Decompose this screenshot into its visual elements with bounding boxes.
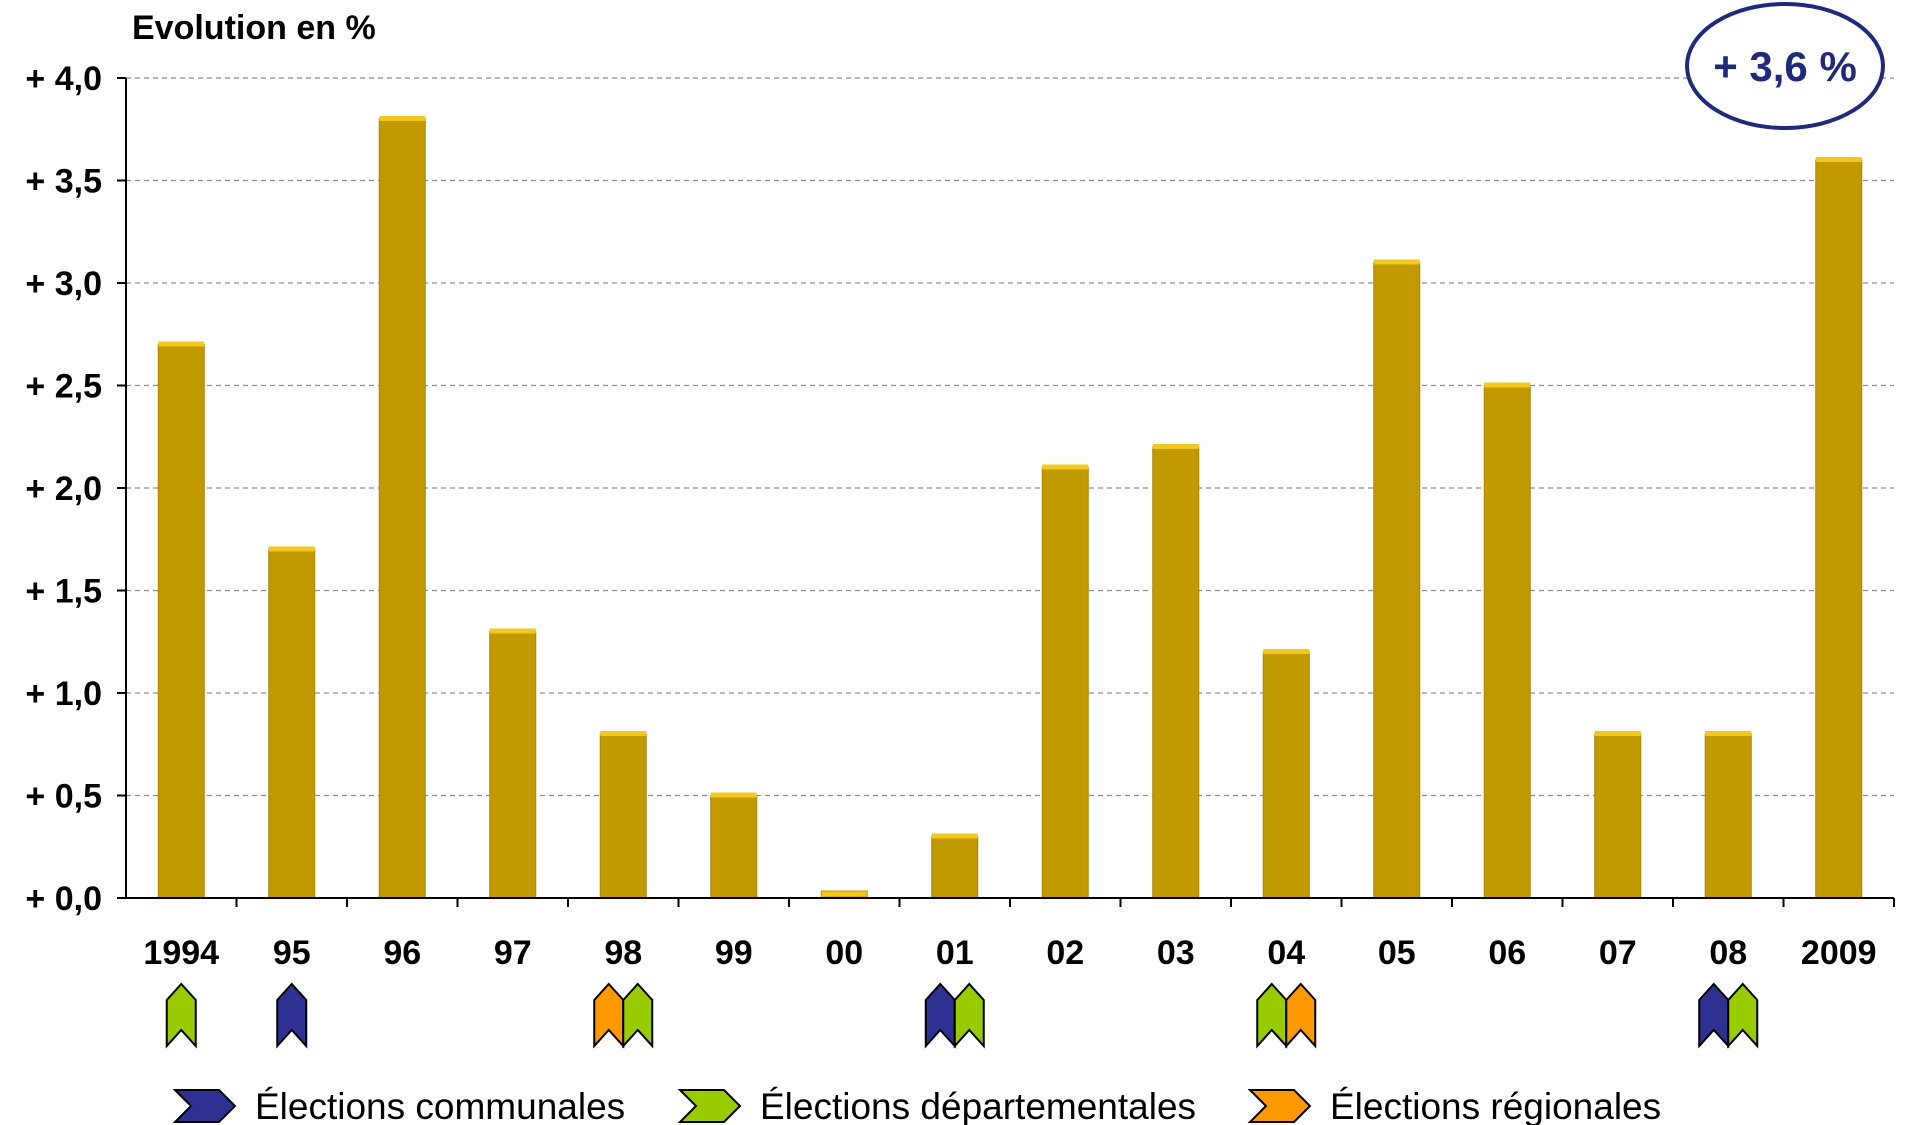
election-marker-communales xyxy=(1698,982,1730,1049)
election-marker-departementales xyxy=(1256,982,1288,1049)
y-tick-label: + 2,0 xyxy=(25,470,102,508)
x-tick-label: 02 xyxy=(1046,934,1084,972)
bar xyxy=(1152,444,1200,899)
legend-item-departementales: Élections départementales xyxy=(677,1086,1196,1125)
bar xyxy=(1041,464,1089,899)
x-tick-labels: 1994 95 96 97 98 99 00 01 02 03 04 05 06 07 08 2009 xyxy=(143,934,1876,972)
election-marker-departementales xyxy=(1727,982,1759,1049)
y-tick-label: + 0,5 xyxy=(25,778,102,816)
bar xyxy=(268,546,316,899)
legend-swatch xyxy=(172,1089,237,1123)
bar xyxy=(157,341,205,899)
bar xyxy=(1262,649,1310,899)
bar xyxy=(599,731,647,899)
bar xyxy=(1815,157,1863,899)
y-tick-label: + 1,0 xyxy=(25,675,102,713)
election-marker-departementales xyxy=(953,982,985,1049)
bar xyxy=(1704,731,1752,899)
x-tick-label: 95 xyxy=(273,934,311,972)
x-tick-label: 97 xyxy=(494,934,532,972)
x-tick-label: 1994 xyxy=(143,934,219,972)
election-markers xyxy=(165,982,1759,1049)
x-tick-label: 00 xyxy=(825,934,863,972)
y-tick-labels: + 0,0 + 0,5 + 1,0 + 1,5 + 2,0 + 2,5 + 3,0 + 3,5… xyxy=(25,60,102,918)
legend-label: Élections communales xyxy=(255,1086,625,1125)
legend-item-communales: Élections communales xyxy=(172,1086,625,1125)
gridlines xyxy=(126,77,1894,797)
y-tick-label: + 0,0 xyxy=(25,880,102,918)
bars xyxy=(157,116,1863,899)
election-marker-departementales xyxy=(165,982,197,1049)
x-tick-label: 96 xyxy=(383,934,421,972)
value-callout: + 3,6 % xyxy=(1685,2,1885,130)
legend-item-regionales: Élections régionales xyxy=(1247,1086,1661,1125)
y-axis-label: Evolution en % xyxy=(132,9,376,47)
x-tick-label: 99 xyxy=(715,934,753,972)
x-tick-label: 03 xyxy=(1157,934,1195,972)
y-tick-label: + 2,5 xyxy=(25,368,102,406)
election-marker-communales xyxy=(924,982,956,1049)
x-tick-label: 01 xyxy=(936,934,974,972)
bar xyxy=(489,628,537,899)
election-marker-regionales xyxy=(1285,982,1317,1049)
x-tick-label: 08 xyxy=(1709,934,1747,972)
callout-text: + 3,6 % xyxy=(1713,43,1857,90)
bar xyxy=(1483,382,1531,899)
x-tick-label: 07 xyxy=(1599,934,1637,972)
bar xyxy=(1594,731,1642,899)
y-tick-label: + 4,0 xyxy=(25,60,102,98)
bar xyxy=(1373,259,1421,899)
legend-swatch xyxy=(677,1089,742,1123)
bar xyxy=(710,792,758,899)
legend: Élections communales Élections départemen… xyxy=(172,1086,1661,1125)
legend-swatch xyxy=(1247,1089,1312,1123)
legend-label: Élections régionales xyxy=(1330,1086,1661,1125)
y-tick-label: + 3,5 xyxy=(25,163,102,201)
x-tick-label: 2009 xyxy=(1801,934,1877,972)
x-tick-label: 06 xyxy=(1488,934,1526,972)
election-marker-departementales xyxy=(622,982,654,1049)
bar xyxy=(378,116,426,899)
bar xyxy=(820,890,868,898)
callout-ellipse xyxy=(1685,2,1885,130)
x-tick-label: 04 xyxy=(1267,934,1305,972)
y-tick-label: + 3,0 xyxy=(25,265,102,303)
axes xyxy=(117,77,1895,907)
election-marker-regionales xyxy=(593,982,625,1049)
bar xyxy=(931,833,979,899)
y-tick-label: + 1,5 xyxy=(25,573,102,611)
x-tick-label: 98 xyxy=(604,934,642,972)
x-tick-label: 05 xyxy=(1378,934,1416,972)
election-marker-communales xyxy=(276,982,308,1049)
legend-label: Élections départementales xyxy=(760,1086,1196,1125)
